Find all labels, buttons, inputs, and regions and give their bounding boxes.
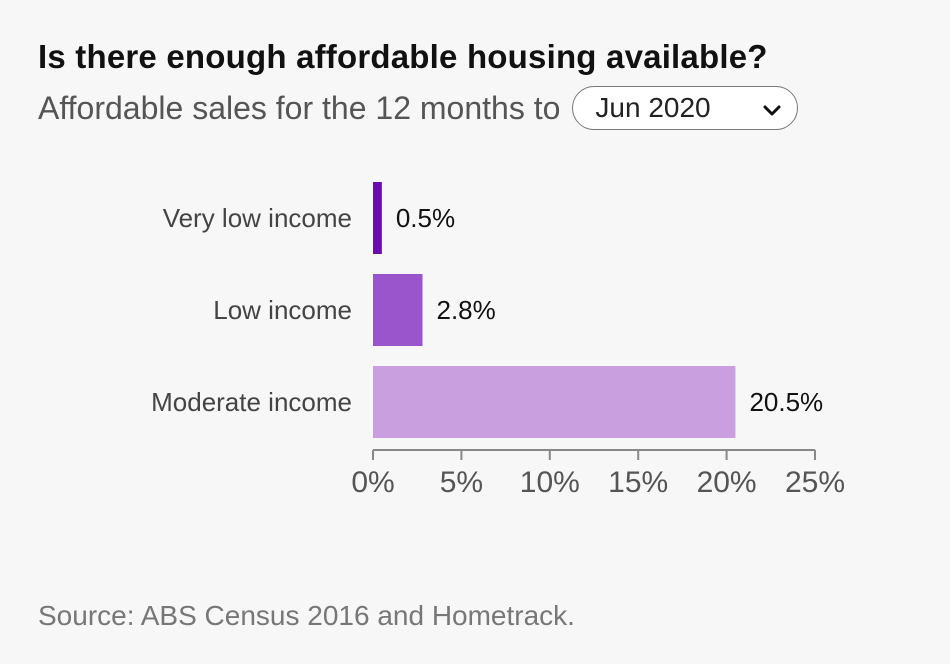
category-label: Low income bbox=[213, 295, 352, 325]
x-tick-label: 0% bbox=[351, 466, 394, 499]
bar-chart: Very low income 0.5% Low income 2.8% Moderat… bbox=[151, 182, 845, 499]
bar-2 bbox=[373, 274, 423, 346]
chart-subtitle: Affordable sales for the 12 months to bbox=[38, 89, 561, 126]
category-label: Very low income bbox=[163, 203, 352, 233]
x-tick-label: 20% bbox=[697, 466, 757, 499]
x-tick-label: 10% bbox=[520, 466, 580, 499]
x-tick-label: 15% bbox=[608, 466, 668, 499]
data-label: 20.5% bbox=[749, 387, 823, 417]
chart-title: Is there enough affordable housing avail… bbox=[38, 38, 768, 75]
data-label: 2.8% bbox=[437, 295, 496, 325]
period-select[interactable]: Jun 2020 bbox=[572, 86, 799, 130]
period-select-value: Jun 2020 bbox=[595, 92, 711, 123]
data-label: 0.5% bbox=[396, 203, 455, 233]
x-tick-label: 5% bbox=[440, 466, 483, 499]
subtitle-row: Affordable sales for the 12 months to Ju… bbox=[38, 86, 799, 130]
category-label: Moderate income bbox=[151, 387, 352, 417]
x-tick-label: 25% bbox=[785, 466, 845, 499]
chevron-down-icon bbox=[763, 92, 781, 124]
bar-3 bbox=[373, 366, 736, 438]
source-note: Source: ABS Census 2016 and Hometrack. bbox=[38, 600, 575, 631]
bar-1 bbox=[373, 182, 382, 254]
